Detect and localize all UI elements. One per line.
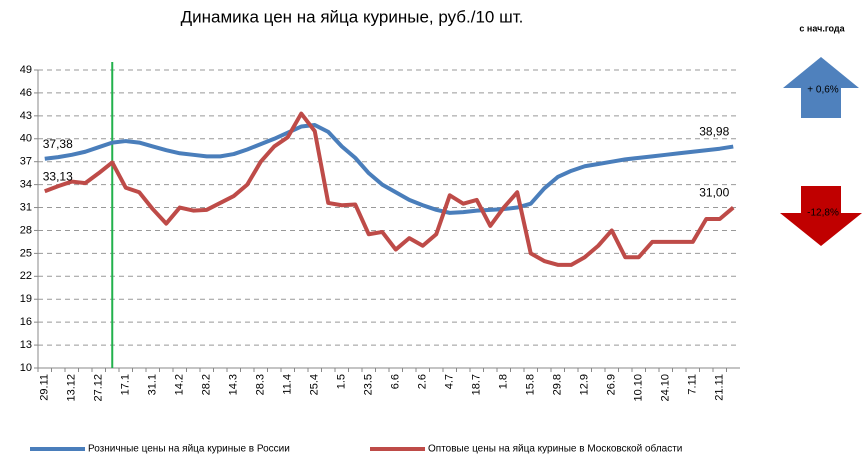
x-tick-label: 1.5 — [336, 374, 348, 389]
y-tick-label: 34 — [20, 179, 32, 191]
x-tick-label: 26.9 — [606, 374, 618, 395]
x-tick-label: 13.12 — [66, 374, 78, 402]
chart-title: Динамика цен на яйца куриные, руб./10 шт… — [181, 7, 524, 26]
x-tick-label: 12.9 — [579, 374, 591, 395]
x-tick-label: 10.10 — [633, 374, 645, 402]
y-tick-label: 49 — [20, 64, 32, 76]
data-label: 33,13 — [43, 169, 73, 183]
x-tick-label: 18.7 — [471, 374, 483, 395]
data-label: 38,98 — [699, 125, 729, 139]
change-label: + 0,6% — [807, 85, 839, 96]
series-line — [44, 123, 734, 215]
y-tick-label: 10 — [20, 362, 32, 374]
change-arrow — [780, 186, 862, 246]
x-tick-label: 14.3 — [228, 374, 240, 395]
legend-label: Розничные цены на яйца куриные в России — [88, 444, 290, 455]
x-tick-label: 6.6 — [390, 374, 402, 389]
y-tick-label: 22 — [20, 270, 32, 282]
x-tick-label: 21.11 — [714, 374, 726, 401]
series-line — [44, 111, 735, 267]
change-label: -12,8% — [807, 208, 839, 219]
x-tick-label: 29.8 — [552, 374, 564, 395]
y-tick-label: 46 — [20, 87, 32, 99]
y-tick-label: 37 — [20, 156, 32, 168]
y-tick-label: 13 — [20, 339, 32, 351]
y-tick-label: 28 — [20, 224, 32, 236]
x-tick-label: 4.7 — [444, 374, 456, 389]
x-tick-label: 28.3 — [255, 374, 267, 395]
y-tick-label: 19 — [20, 293, 32, 305]
x-tick-label: 25.4 — [309, 374, 321, 395]
x-tick-label: 2.6 — [417, 374, 429, 389]
y-tick-label: 25 — [20, 247, 32, 259]
legend-label: Оптовые цены на яйца куриные в Московско… — [428, 443, 682, 455]
change-period: с нач.года — [799, 23, 845, 33]
x-tick-label: 14.2 — [174, 374, 186, 395]
y-tick-label: 43 — [20, 110, 32, 122]
x-tick-label: 7.11 — [687, 374, 699, 395]
x-tick-label: 27.12 — [93, 374, 105, 402]
change-arrow — [783, 57, 859, 118]
x-tick-label: 1.8 — [498, 374, 510, 389]
x-tick-label: 15.8 — [525, 374, 537, 395]
y-tick-label: 31 — [20, 201, 32, 213]
x-tick-label: 17.1 — [120, 374, 132, 395]
y-tick-label: 16 — [20, 316, 32, 328]
x-tick-label: 29.11 — [39, 374, 51, 401]
y-tick-label: 40 — [20, 133, 32, 145]
data-label: 37,38 — [43, 137, 73, 151]
data-label: 31,00 — [699, 186, 729, 200]
x-tick-label: 23.5 — [363, 374, 375, 395]
x-tick-label: 31.1 — [147, 374, 159, 395]
x-tick-label: 28.2 — [201, 374, 213, 395]
x-tick-label: 24.10 — [660, 374, 672, 402]
x-tick-label: 11.4 — [282, 374, 294, 395]
